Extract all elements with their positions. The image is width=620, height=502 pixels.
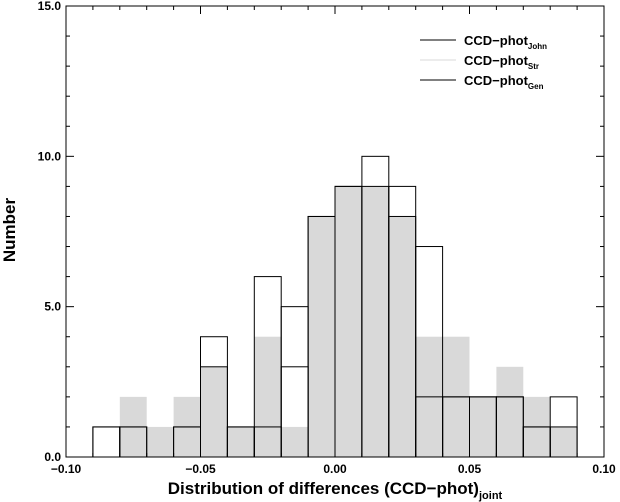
legend-label-john: CCD−photJohn <box>464 33 547 51</box>
bar-str-15 <box>496 366 524 457</box>
legend: CCD−photJohn CCD−photStr CCD−photGen <box>420 33 547 91</box>
x-axis-title-main: Distribution of differences (CCD−phot) <box>168 479 479 498</box>
bar-str-10 <box>361 186 389 457</box>
x-tick-label: 0.05 <box>458 462 482 476</box>
bar-str-14 <box>469 396 497 457</box>
y-tick-label: 0.0 <box>44 450 61 464</box>
bar-str-6 <box>254 336 282 457</box>
bar-str-2 <box>146 426 174 457</box>
x-tick-label: 0.00 <box>323 462 347 476</box>
x-tick-label: −0.10 <box>51 462 82 476</box>
y-tick-label: 5.0 <box>44 300 61 314</box>
bars-layer <box>92 155 578 458</box>
bar-john-0 <box>92 426 121 458</box>
legend-label-gen: CCD−photGen <box>464 73 544 91</box>
bar-str-4 <box>200 366 228 457</box>
y-axis-title: Number <box>0 198 19 263</box>
x-tick-label: −0.05 <box>185 462 216 476</box>
bar-str-9 <box>335 186 362 457</box>
bar-str-11 <box>388 216 416 457</box>
bar-str-17 <box>550 426 578 457</box>
y-tick-label: 15.0 <box>38 0 62 13</box>
bar-str-8 <box>308 216 335 457</box>
x-axis-title: Distribution of differences (CCD−phot)jo… <box>168 479 503 502</box>
legend-label-str: CCD−photStr <box>464 53 539 71</box>
y-tick-label: 10.0 <box>38 149 62 163</box>
x-tick-label: 0.10 <box>592 462 616 476</box>
ticks-layer: −0.10 −0.05 0.00 0.05 0.10 0.0 5.0 10.0 15.0 <box>38 0 616 476</box>
bar-str-5 <box>227 426 255 457</box>
x-axis-title-subscript: joint <box>478 490 503 502</box>
bar-str-7 <box>281 426 309 457</box>
bar-gen-0 <box>92 426 121 458</box>
